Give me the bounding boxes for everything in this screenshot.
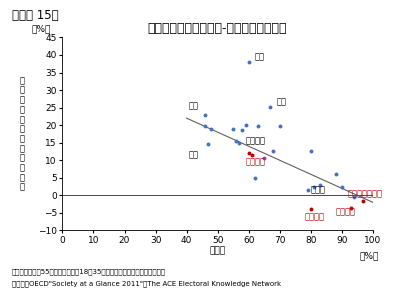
- Point: [233, 139, 239, 143]
- Title: 全体の投票率と高齢者-若者の投票率の差: 全体の投票率と高齢者-若者の投票率の差: [148, 22, 287, 35]
- Point: [249, 153, 255, 157]
- Text: フランス: フランス: [245, 137, 266, 145]
- Point: [351, 195, 357, 199]
- Text: （%）: （%）: [359, 252, 379, 261]
- Point: [360, 198, 367, 203]
- Text: メキシコ: メキシコ: [245, 158, 266, 166]
- Point: [245, 60, 252, 64]
- Text: （%）: （%）: [31, 24, 51, 34]
- Point: [230, 126, 237, 131]
- Point: [348, 205, 354, 210]
- Point: [339, 184, 345, 189]
- X-axis label: 投票率: 投票率: [210, 246, 226, 255]
- Text: （注）高齢者：55歳以上、若者：18－35歳、赤プロットは義務投票制の国: （注）高齢者：55歳以上、若者：18－35歳、赤プロットは義務投票制の国: [12, 268, 166, 275]
- Text: 英国: 英国: [255, 52, 265, 61]
- Point: [202, 124, 208, 128]
- Text: （図表 15）: （図表 15）: [12, 9, 59, 22]
- Point: [239, 128, 246, 133]
- Point: [270, 149, 277, 154]
- Point: [255, 124, 261, 128]
- Text: ベルギー: ベルギー: [336, 208, 355, 217]
- Point: [317, 183, 323, 187]
- Point: [276, 124, 283, 128]
- Text: 日本: 日本: [276, 98, 287, 107]
- Point: [251, 175, 258, 180]
- Text: （資料）OECD"Society at a Glance 2011"、The ACE Electoral Knowledge Network: （資料）OECD"Society at a Glance 2011"、The A…: [12, 280, 281, 287]
- Point: [202, 112, 208, 117]
- Point: [245, 151, 252, 156]
- Text: 韓国: 韓国: [189, 101, 199, 110]
- Text: 米国: 米国: [189, 150, 199, 160]
- Point: [208, 126, 215, 131]
- Point: [332, 172, 339, 177]
- Text: オーストラリア: オーストラリア: [348, 189, 383, 198]
- Point: [311, 184, 317, 189]
- Point: [267, 105, 274, 109]
- Point: [304, 188, 311, 192]
- Point: [242, 123, 249, 128]
- Point: [307, 149, 314, 154]
- Point: [236, 140, 243, 145]
- Point: [307, 207, 314, 212]
- Point: [261, 156, 268, 161]
- Text: イタリア: イタリア: [305, 212, 324, 221]
- Text: ドイツ: ドイツ: [311, 185, 326, 195]
- Point: [205, 142, 212, 147]
- Text: 高
齢
者
と
若
者
の
投
票
率
の
差: 高 齢 者 と 若 者 の 投 票 率 の 差: [20, 76, 25, 192]
